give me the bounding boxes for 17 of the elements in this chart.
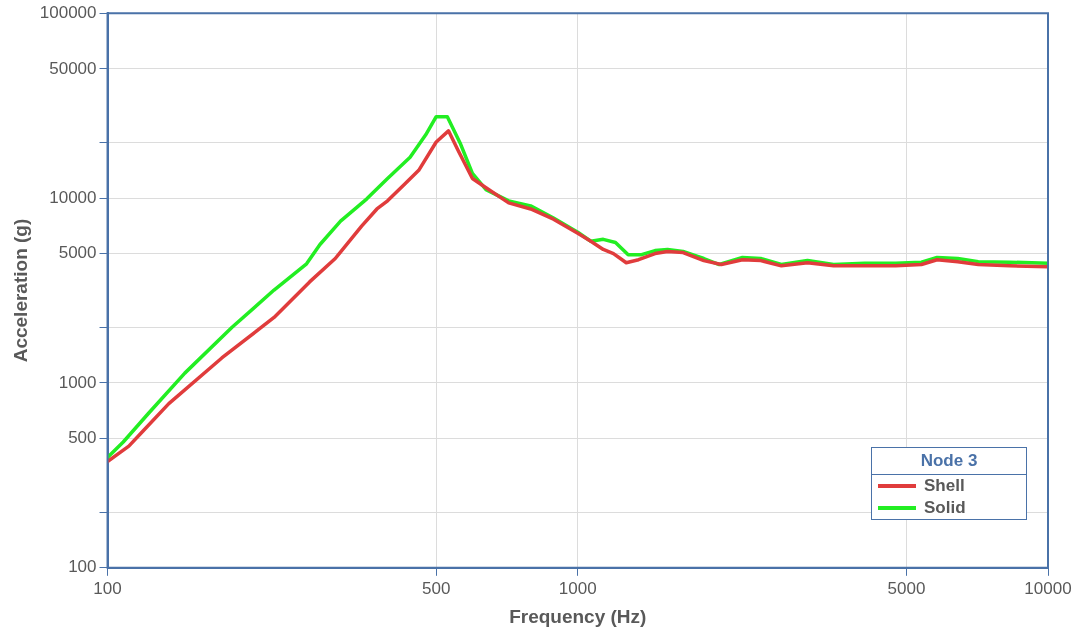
x-tick-label: 10000	[1024, 578, 1072, 598]
y-axis-title: Acceleration (g)	[9, 218, 31, 363]
y-tick-label: 100	[68, 557, 97, 577]
y-tick-label: 10000	[49, 187, 97, 207]
y-tick-label: 500	[68, 428, 97, 448]
x-tick-label: 5000	[887, 578, 926, 598]
x-tick-label: 500	[422, 578, 451, 598]
y-tick-label: 5000	[58, 243, 97, 263]
legend-label: Shell	[924, 476, 965, 496]
legend-label: Solid	[924, 498, 966, 518]
x-tick-label: 1000	[558, 578, 597, 598]
y-tick-label: 1000	[58, 372, 97, 392]
y-tick-label: 100000	[39, 2, 97, 22]
y-tick-label: 50000	[49, 58, 97, 78]
x-tick-label: 100	[93, 578, 122, 598]
x-axis-title: Frequency (Hz)	[509, 605, 647, 627]
legend-title: Node 3	[919, 450, 979, 472]
